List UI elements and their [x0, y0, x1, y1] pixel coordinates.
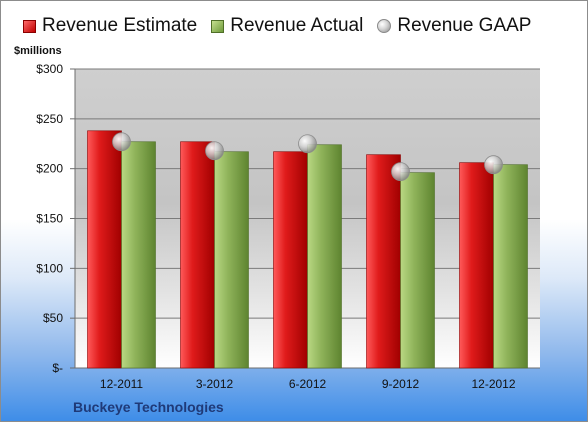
actual-bar — [214, 151, 249, 369]
estimate-bar — [87, 130, 122, 369]
actual-bar — [400, 172, 435, 369]
y-tick-label: $100 — [36, 261, 63, 275]
legend: Revenue Estimate Revenue Actual Revenue … — [23, 15, 545, 37]
x-tick-label: 12-2012 — [471, 377, 515, 391]
legend-item-revenue-estimate: Revenue Estimate — [23, 15, 197, 37]
gaap-markers — [112, 132, 503, 182]
actual-bar — [493, 164, 528, 369]
legend-label-revenue-gaap: Revenue GAAP — [397, 15, 532, 36]
legend-item-revenue-gaap: Revenue GAAP — [377, 15, 531, 37]
y-axis-unit-label: $millions — [14, 45, 62, 57]
legend-swatch-revenue-gaap — [377, 19, 392, 33]
estimate-bar — [366, 154, 401, 369]
x-tick-label: 6-2012 — [289, 377, 327, 391]
gaap-marker — [205, 141, 224, 161]
gaap-marker — [298, 134, 317, 154]
estimate-bar — [180, 141, 215, 369]
y-tick-label: $200 — [36, 162, 63, 176]
y-axis-ticks: $- $50 $100 $150 $200 $250 $300 — [36, 62, 75, 375]
y-tick-label: $50 — [43, 311, 63, 325]
x-tick-label: 12-2011 — [100, 377, 143, 391]
y-tick-label: $150 — [36, 212, 63, 226]
x-axis-ticks: 12-2011 3-2012 6-2012 9-2012 12-2012 — [100, 377, 516, 391]
y-tick-label: $250 — [36, 112, 63, 126]
actual-bar — [307, 144, 342, 369]
legend-swatch-revenue-estimate — [23, 19, 36, 33]
estimate-bar — [273, 151, 308, 369]
legend-item-revenue-actual: Revenue Actual — [211, 15, 363, 37]
x-tick-label: 3-2012 — [196, 377, 234, 391]
estimate-bar — [459, 162, 494, 369]
bars — [87, 130, 528, 369]
y-tick-label: $300 — [36, 62, 63, 76]
company-name: Buckeye Technologies — [73, 399, 224, 415]
y-tick-label: $- — [52, 361, 63, 375]
actual-bar — [121, 141, 156, 369]
legend-label-revenue-estimate: Revenue Estimate — [42, 15, 198, 36]
gaap-marker — [391, 162, 410, 182]
legend-swatch-revenue-actual — [211, 19, 225, 33]
x-tick-label: 9-2012 — [382, 377, 420, 391]
legend-label-revenue-actual: Revenue Actual — [230, 15, 364, 36]
gaap-marker — [112, 132, 131, 152]
gaap-marker — [484, 155, 503, 175]
